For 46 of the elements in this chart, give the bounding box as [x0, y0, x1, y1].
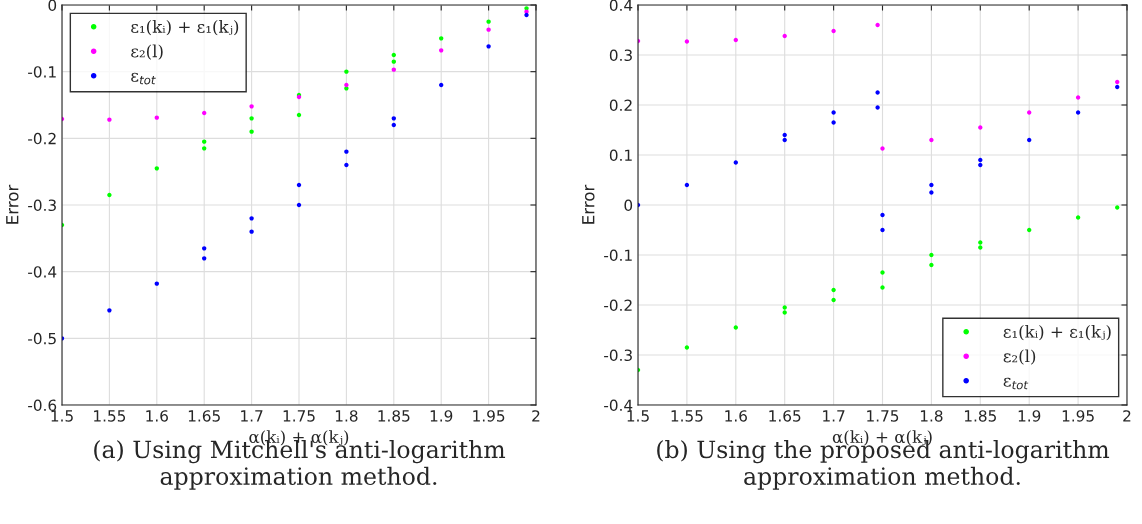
x-tick-label: 1.65 — [769, 410, 801, 422]
x-tick-label: 1.85 — [378, 410, 410, 422]
legend-label: ε$_{tot}$ — [131, 72, 156, 85]
x-tick-label: 1.55 — [671, 410, 703, 422]
y-axis-title: Error — [582, 184, 595, 224]
x-tick-label: 1.6 — [146, 410, 168, 422]
y-tick-label: -0.1 — [28, 66, 56, 78]
x-tick-label: 1.75 — [867, 410, 899, 422]
legend-label: ε₂(l) — [1003, 349, 1036, 365]
y-axis-title: Error — [6, 184, 19, 224]
y-tick-label: -0.2 — [604, 299, 632, 312]
x-tick-label: 1.5 — [51, 410, 73, 422]
legend-label: ε₁(kᵢ) + ε₁(kⱼ) — [131, 20, 239, 36]
x-tick-label: 1.95 — [1062, 410, 1094, 422]
legend-label: ε₂(l) — [131, 44, 163, 60]
x-tick-label: 1.7 — [241, 410, 263, 422]
y-tick-label: -0.3 — [604, 349, 632, 362]
y-tick-label: -0.4 — [28, 266, 57, 278]
y-tick-label: 0 — [624, 199, 633, 212]
x-tick-label: 1.9 — [430, 410, 453, 422]
x-tick-label: 1.6 — [725, 410, 747, 422]
y-tick-label: 0 — [48, 0, 57, 12]
y-tick-label: -0.1 — [604, 249, 632, 262]
y-tick-label: 0.2 — [609, 99, 632, 112]
x-tick-label: 1.8 — [920, 410, 943, 422]
y-tick-label: 0.4 — [609, 0, 633, 12]
x-tick-label: 1.9 — [1018, 410, 1041, 422]
x-tick-label: 1.75 — [283, 410, 315, 422]
y-tick-label: -0.2 — [28, 132, 56, 145]
x-tick-label: 1.7 — [823, 410, 845, 422]
y-tick-label: 0.3 — [609, 49, 632, 62]
x-tick-label: 1.8 — [335, 410, 358, 422]
legend-label: ε$_{tot}$ — [1003, 377, 1029, 390]
x-tick-label: 2 — [532, 410, 540, 422]
y-tick-label: -0.4 — [604, 399, 633, 412]
y-tick-label: 0.1 — [609, 149, 632, 162]
x-tick-label: 1.85 — [964, 410, 996, 422]
x-tick-label: 1.55 — [94, 410, 126, 422]
y-tick-label: -0.3 — [28, 199, 56, 212]
x-tick-label: 2 — [1123, 410, 1131, 422]
legend-label: ε₁(kᵢ) + ε₁(kⱼ) — [1003, 324, 1111, 341]
x-tick-label: 1.5 — [627, 410, 649, 422]
y-tick-label: -0.6 — [28, 399, 57, 412]
y-tick-label: -0.5 — [28, 332, 56, 345]
x-tick-label: 1.65 — [188, 410, 220, 422]
x-tick-label: 1.95 — [473, 410, 505, 422]
